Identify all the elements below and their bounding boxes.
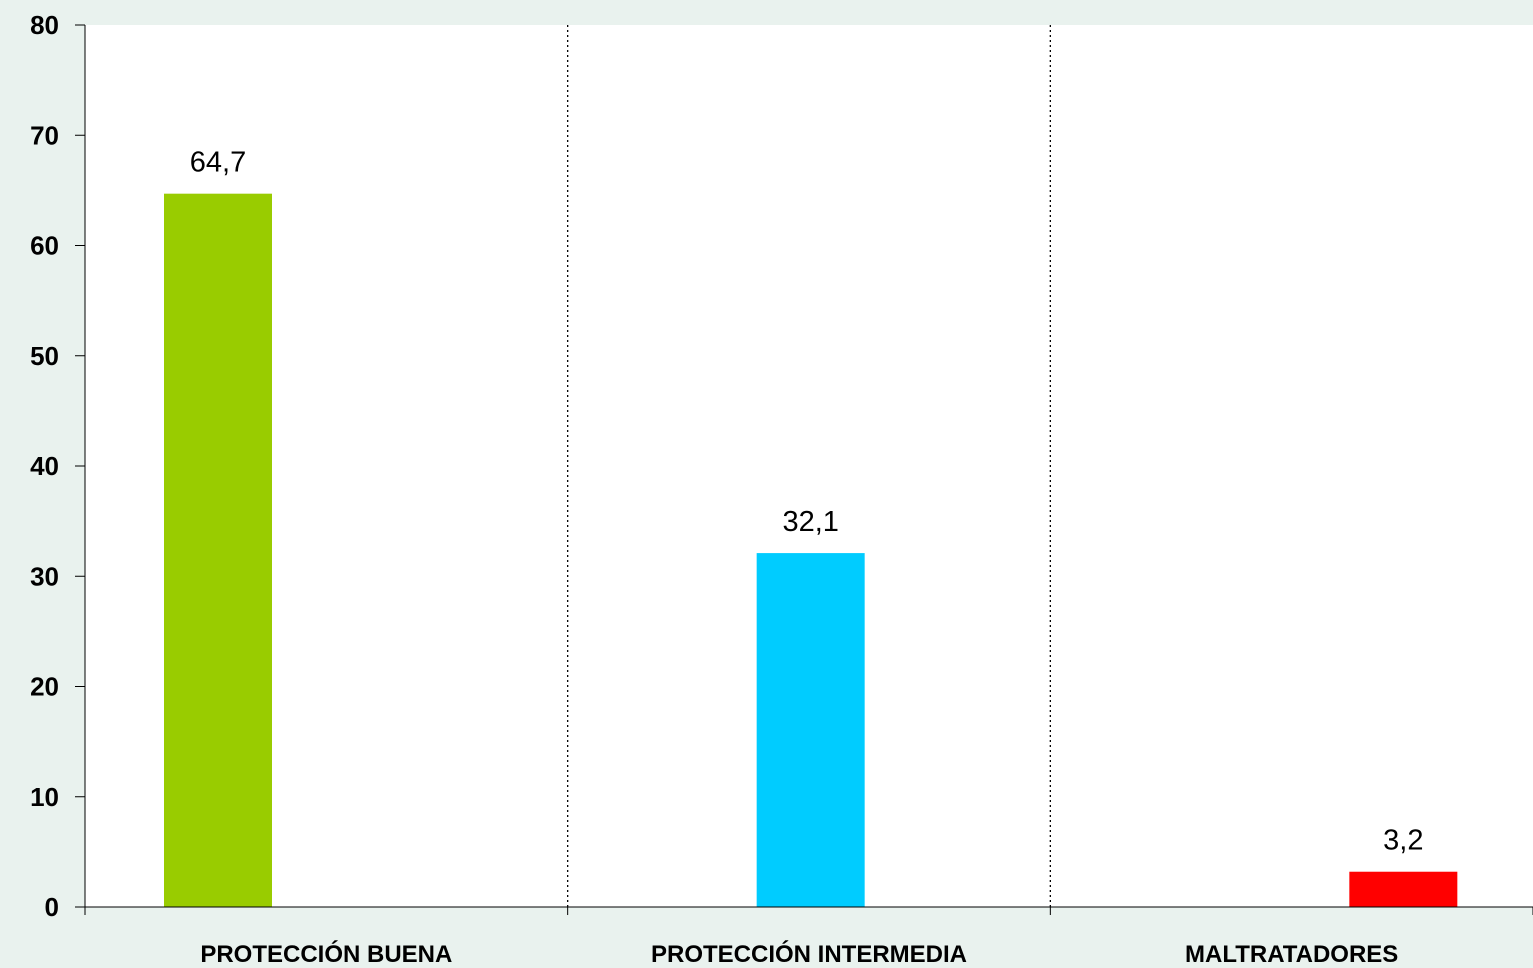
y-tick-label: 50 xyxy=(30,341,59,371)
y-tick-label: 40 xyxy=(30,451,59,481)
bar xyxy=(756,553,865,907)
y-tick-label: 70 xyxy=(30,120,59,150)
data-labels-group: 64,7 32,1 3,2 xyxy=(190,147,1424,857)
x-axis: PROTECCIÓN BUENA PROTECCIÓN INTERMEDIA MAL… xyxy=(84,907,1533,968)
x-category-label: MALTRATADORES xyxy=(1185,941,1398,968)
data-label: 64,7 xyxy=(190,147,246,179)
bar xyxy=(164,193,272,907)
data-label: 32,1 xyxy=(782,506,838,538)
y-tick-label: 80 xyxy=(30,10,59,40)
bar xyxy=(1349,871,1458,907)
category-separators xyxy=(567,25,1051,907)
y-tick-label: 60 xyxy=(30,231,59,261)
y-tick-label: 0 xyxy=(45,892,59,922)
y-axis: 0 10 20 30 40 50 60 70 80 xyxy=(30,10,85,922)
y-tick-label: 20 xyxy=(30,672,59,702)
x-category-label: PROTECCIÓN INTERMEDIA xyxy=(651,940,967,968)
x-category-label: PROTECCIÓN BUENA xyxy=(200,940,452,968)
data-label: 3,2 xyxy=(1383,825,1423,857)
bars-group xyxy=(164,193,1458,907)
y-tick-label: 30 xyxy=(30,561,59,591)
y-tick-label: 10 xyxy=(30,782,59,812)
